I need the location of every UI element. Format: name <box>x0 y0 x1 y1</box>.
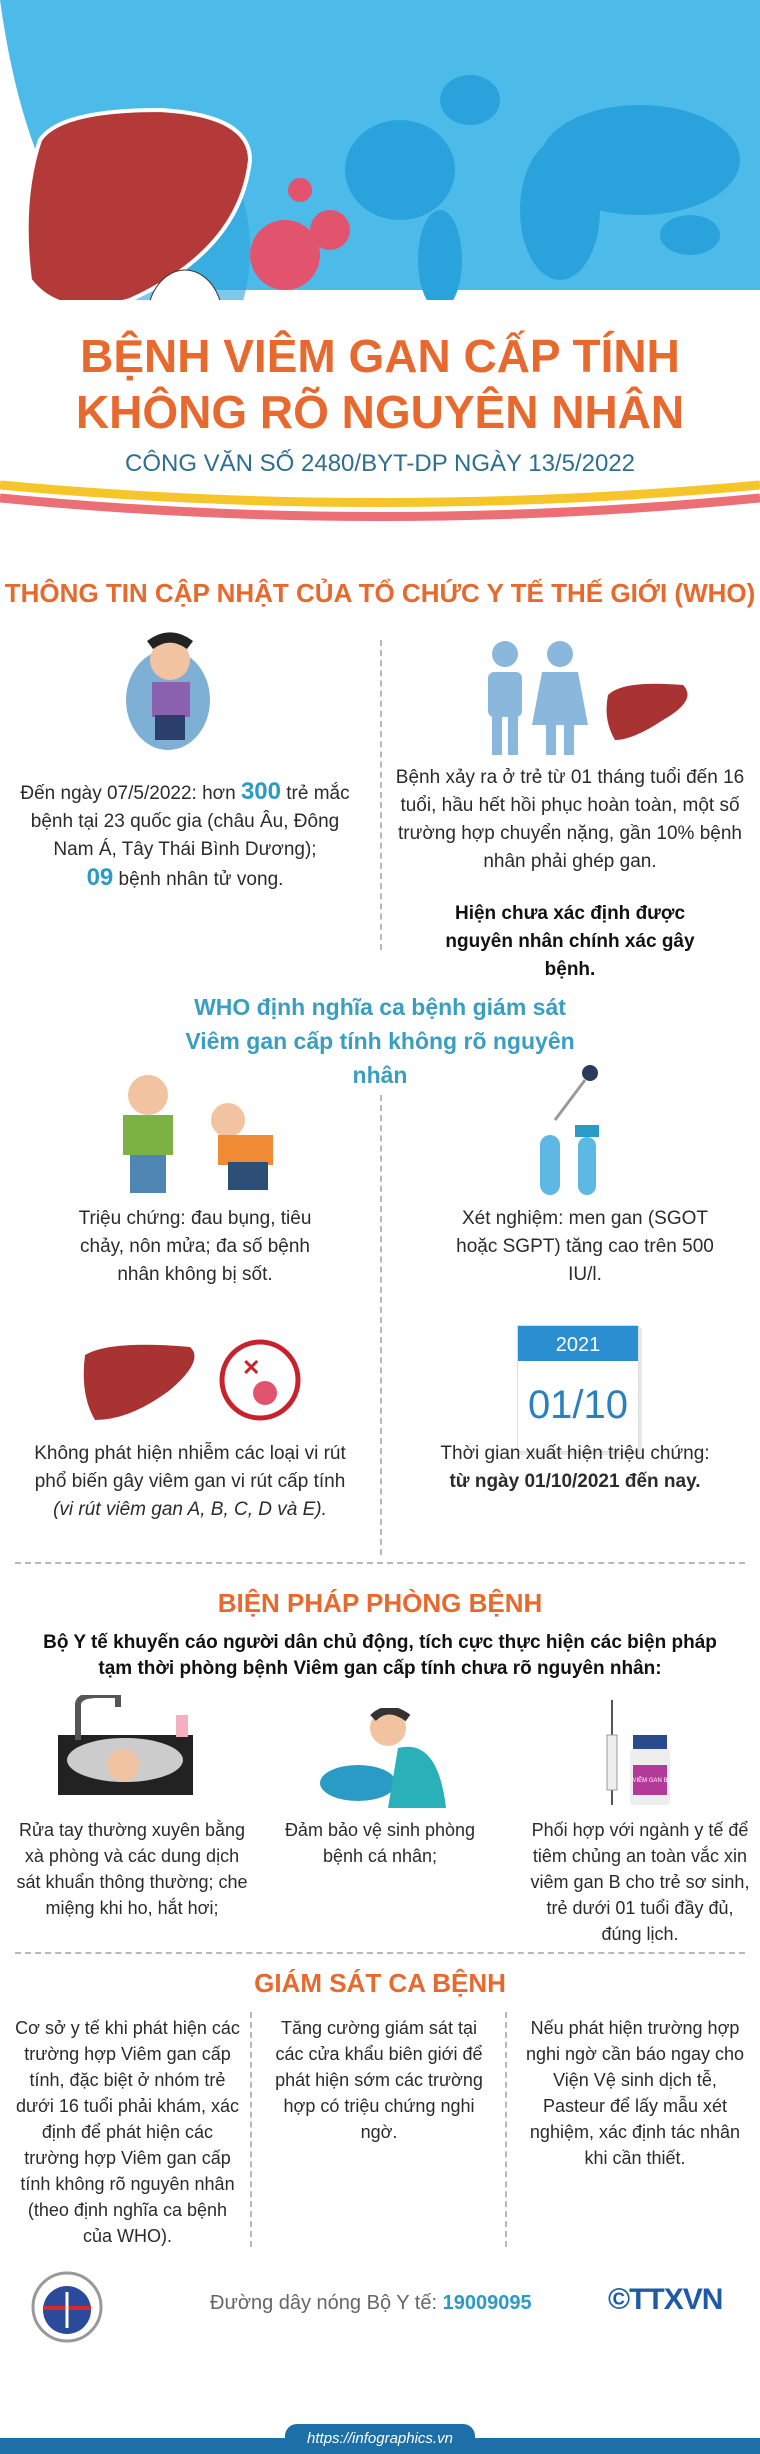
header-illustration: ? <box>0 0 760 300</box>
test-tube-icon <box>540 1065 599 1195</box>
who-right-bold: Hiện chưa xác định được nguyên nhân chín… <box>445 903 695 980</box>
case-count: 300 <box>240 778 281 805</box>
virus-text: Không phát hiện nhiễm các loại vi rút ph… <box>34 1443 346 1520</box>
sick-boy-icon <box>126 632 210 750</box>
footer-url[interactable]: https://infographics.vn <box>285 2424 475 2454</box>
test-text: Xét nghiệm: men gan (SGOT hoặc SGPT) tăn… <box>456 1208 714 1285</box>
who-left-text: Đến ngày 07/5/2022: hơn 300 trẻ mắc bệnh… <box>20 778 350 891</box>
decorative-curves <box>0 480 760 521</box>
surveillance-item: Cơ sở y tế khi phát hiện các trường hợp … <box>15 2018 240 2246</box>
liver-virus-icon: ✕ <box>83 1339 301 1421</box>
liver-icon <box>24 107 253 300</box>
calendar-icon: 2021 01/10 <box>517 1325 639 1452</box>
subtitle: CÔNG VĂN SỐ 2480/BYT-DP NGÀY 13/5/2022 <box>124 450 636 477</box>
time-text: Thời gian xuất hiện triệu chứng: từ ngày … <box>440 1443 710 1492</box>
death-count: 09 <box>86 864 114 891</box>
hotline: Đường dây nóng Bộ Y tế: 19009095 <box>210 2292 532 2314</box>
surveillance-item: Tăng cường giám sát tại các cửa khẩu biê… <box>275 2018 483 2142</box>
liver-icon <box>606 683 688 740</box>
prevention-intro: Bộ Y tế khuyến cáo người dân chủ động, t… <box>43 1632 717 1679</box>
vaccine-icon: VIÊM GAN B <box>606 1700 670 1805</box>
world-map-icon <box>345 75 740 300</box>
hotline-number[interactable]: 19009095 <box>442 2292 532 2314</box>
prevention-item: Đảm bảo vệ sinh phòng bệnh cá nhân; <box>284 1820 476 1866</box>
calendar-date: 01/10 <box>527 1383 629 1427</box>
symptoms-text: Triệu chứng: đau bụng, tiêu chảy, nôn mử… <box>78 1208 312 1285</box>
surveillance-heading: GIÁM SÁT CA BỆNH <box>254 1968 506 1998</box>
who-heading: THÔNG TIN CẬP NHẬT CỦA TỔ CHỨC Y TẾ THẾ … <box>4 578 756 608</box>
prevention-item: Phối hợp với ngành y tế để tiêm chủng an… <box>530 1820 750 1944</box>
prevention-item: Rửa tay thường xuyên bằng xà phòng và cá… <box>16 1820 248 1918</box>
who-right-text: Bệnh xảy ra ở trẻ từ 01 tháng tuổi đến 1… <box>395 767 745 872</box>
calendar-year: 2021 <box>518 1326 638 1361</box>
virus-icon <box>250 178 350 290</box>
svg-text:✕: ✕ <box>242 1355 260 1380</box>
children-icon <box>488 641 588 755</box>
prevention-heading: BIỆN PHÁP PHÒNG BỆNH <box>217 1588 543 1618</box>
title-line-1: BỆNH VIÊM GAN CẤP TÍNH <box>80 330 680 382</box>
question-mark-icon: ? <box>149 269 221 300</box>
ttxvn-logo: ©TTXVN <box>608 2283 723 2316</box>
svg-text:?: ? <box>167 291 204 300</box>
title-line-2: KHÔNG RÕ NGUYÊN NHÂN <box>75 386 685 438</box>
sick-children-icon <box>123 1075 273 1193</box>
svg-text:VIÊM GAN B: VIÊM GAN B <box>632 1776 667 1784</box>
surveillance-item: Nếu phát hiện trường hợp nghi ngờ cần bá… <box>526 2018 744 2168</box>
face-wash-icon <box>320 1708 446 1808</box>
definition-heading: WHO định nghĩa ca bệnh giám sát Viêm gan… <box>185 994 575 1088</box>
handwash-icon <box>58 1695 193 1795</box>
ministry-of-health-logo <box>31 2271 103 2343</box>
